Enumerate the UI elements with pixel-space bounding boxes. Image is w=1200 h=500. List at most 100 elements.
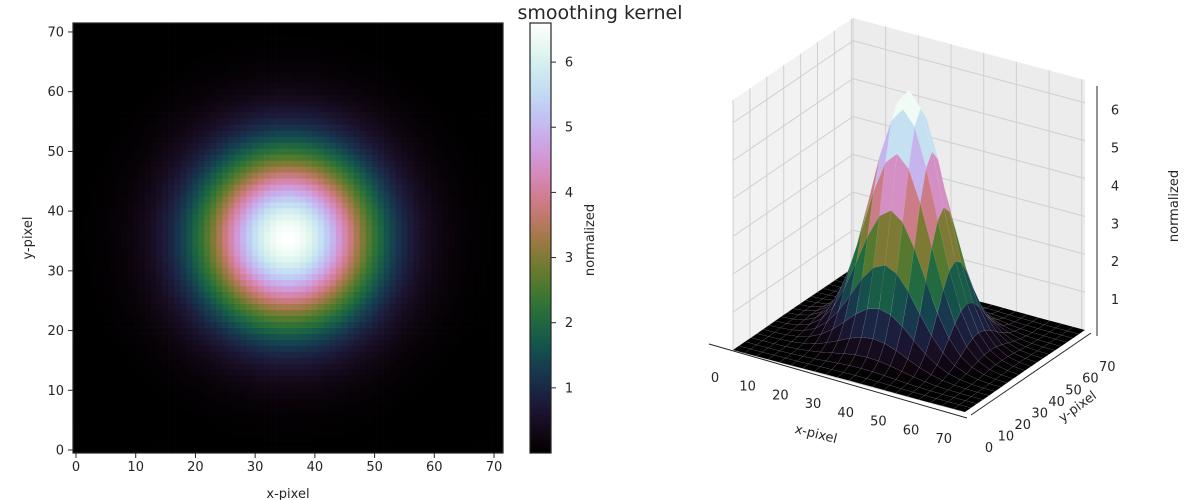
heatmap-cell xyxy=(431,351,438,358)
heatmap-cell xyxy=(473,208,480,215)
heatmap-cell xyxy=(431,321,438,328)
heatmap-cell xyxy=(443,255,450,263)
heatmap-cell xyxy=(455,136,462,143)
heatmap-cell xyxy=(473,220,480,227)
heatmap-cell xyxy=(73,357,80,364)
heatmap-cell xyxy=(144,202,151,209)
heatmap-cell xyxy=(246,88,253,96)
heatmap-cell xyxy=(449,190,456,197)
heatmap-cell xyxy=(108,339,116,346)
heatmap-cell xyxy=(96,267,104,275)
heatmap-cell xyxy=(270,345,277,352)
heatmap-cell xyxy=(78,52,86,60)
heatmap-cell xyxy=(150,160,157,167)
heatmap-cell xyxy=(407,106,414,113)
heatmap-cell xyxy=(497,399,504,406)
heatmap-cell xyxy=(228,76,235,84)
heatmap-cell xyxy=(108,387,116,394)
heatmap-cell xyxy=(210,333,217,340)
heatmap-cell xyxy=(180,172,187,179)
heatmap-cell xyxy=(168,46,175,54)
heatmap-cell xyxy=(449,441,456,448)
heatmap-cell xyxy=(365,243,372,251)
heatmap-cell xyxy=(252,70,259,78)
heatmap-cell xyxy=(425,327,432,334)
heatmap-cell xyxy=(335,82,343,90)
heatmap-cell xyxy=(138,112,146,119)
heatmap-cell xyxy=(371,381,378,388)
heatmap-cell xyxy=(174,447,181,454)
heatmap-cell xyxy=(365,70,372,78)
heatmap-cell xyxy=(84,190,92,197)
heatmap-cell xyxy=(323,441,331,448)
heatmap-cell xyxy=(132,148,140,155)
heatmap-cell xyxy=(497,118,504,125)
heatmap-cell xyxy=(323,64,331,72)
heatmap-cell xyxy=(168,381,175,388)
heatmap-cell xyxy=(198,70,205,78)
heatmap-cell xyxy=(461,64,468,72)
heatmap-cell xyxy=(282,399,289,406)
heatmap-cell xyxy=(78,118,86,125)
heatmap-cell xyxy=(467,243,474,251)
heatmap-cell xyxy=(449,40,456,48)
heatmap-cell xyxy=(96,327,104,334)
heatmap-cell xyxy=(78,279,86,287)
heatmap-cell xyxy=(150,435,157,442)
heatmap-cell xyxy=(144,303,151,311)
heatmap-cell xyxy=(252,148,259,155)
heatmap-cell xyxy=(174,82,181,90)
heatmap-cell xyxy=(168,58,175,66)
heatmap-cell xyxy=(174,435,181,442)
heatmap-cell xyxy=(186,112,193,119)
heatmap-cell xyxy=(467,357,474,364)
heatmap-cell xyxy=(389,261,396,269)
heatmap-cell xyxy=(491,76,498,84)
heatmap-cell xyxy=(90,393,98,400)
heatmap-cell xyxy=(323,184,331,191)
heatmap-cell xyxy=(234,255,241,263)
heatmap-cell xyxy=(461,357,468,364)
heatmap-cell xyxy=(288,52,295,60)
heatmap-cell xyxy=(431,154,438,161)
heatmap-cell xyxy=(180,375,187,382)
heatmap-cell xyxy=(288,375,295,382)
heatmap-cell xyxy=(210,136,217,143)
heatmap-cell xyxy=(359,267,366,275)
heatmap-cell xyxy=(365,166,372,173)
heatmap-cell xyxy=(425,285,432,293)
heatmap-cell xyxy=(365,303,372,311)
heatmap-cell xyxy=(485,417,492,424)
heatmap-cell xyxy=(73,291,80,299)
heatmap-cell xyxy=(383,267,390,275)
heatmap-cell xyxy=(276,40,283,48)
heatmap-cell xyxy=(204,160,211,167)
heatmap-cell xyxy=(323,243,331,251)
heatmap-cell xyxy=(461,142,468,149)
heatmap-cell xyxy=(449,423,456,430)
heatmap-cell xyxy=(162,351,169,358)
heatmap-cell xyxy=(78,351,86,358)
heatmap-cell xyxy=(168,393,175,400)
heatmap-cell xyxy=(335,273,343,281)
heatmap-cell xyxy=(144,106,151,113)
heatmap-cell xyxy=(138,226,146,233)
heatmap-cell xyxy=(413,166,420,173)
heatmap-cell xyxy=(270,40,277,48)
heatmap-cell xyxy=(455,381,462,388)
heatmap-cell xyxy=(240,363,247,370)
heatmap-cell xyxy=(126,267,134,275)
heatmap-cell xyxy=(138,166,146,173)
heatmap-cell xyxy=(204,255,211,263)
heatmap-cell xyxy=(270,136,277,143)
heatmap-cell xyxy=(449,345,456,352)
heatmap-cell xyxy=(102,249,110,257)
heatmap-cell xyxy=(359,106,366,113)
heatmap-cell xyxy=(168,387,175,394)
heatmap-cell xyxy=(288,441,295,448)
heatmap-cell xyxy=(150,196,157,203)
heatmap-cell xyxy=(305,375,313,382)
heatmap-cell xyxy=(413,345,420,352)
heatmap-cell xyxy=(497,220,504,227)
heatmap-cell xyxy=(102,297,110,305)
